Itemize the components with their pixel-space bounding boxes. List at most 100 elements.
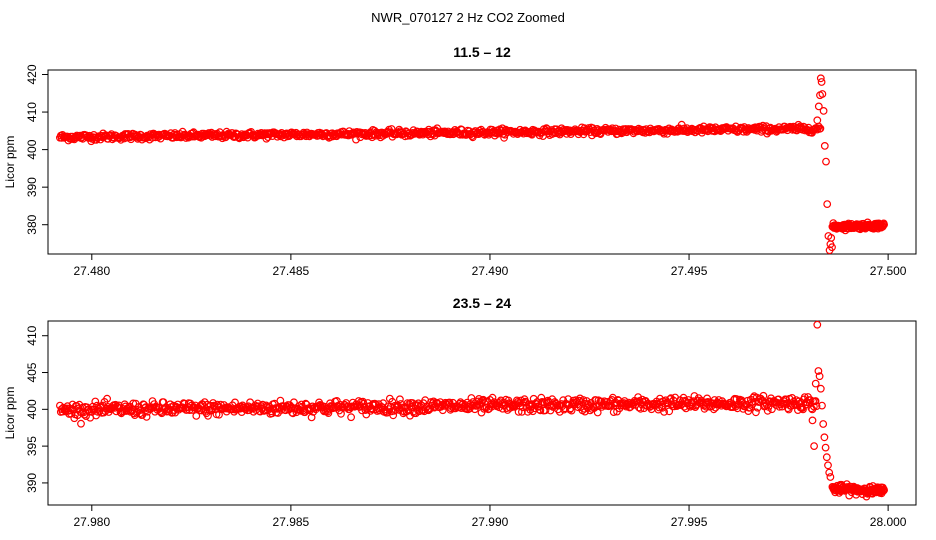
panel-1-x-axis: 27.480 27.485 27.490 27.495 27.500 <box>73 253 907 278</box>
y-tick-label: 405 <box>25 362 39 382</box>
panel-1: 11.5 – 12 Licor ppm 27.480 27.485 27.490 27… <box>3 44 917 278</box>
panel-2: 23.5 – 24 Licor ppm 27.980 27.985 27.990 27… <box>3 295 917 529</box>
panel-2-points <box>56 320 888 501</box>
y-tick-label: 410 <box>25 325 39 345</box>
data-point <box>821 443 830 452</box>
data-point <box>400 407 409 416</box>
data-point <box>666 395 674 404</box>
x-tick-label: 28.000 <box>870 515 907 529</box>
data-point <box>810 442 818 451</box>
data-point <box>347 413 356 422</box>
data-point <box>307 413 316 422</box>
data-point <box>533 398 541 406</box>
data-point <box>880 486 888 495</box>
data-point <box>880 220 888 229</box>
data-point <box>816 124 825 133</box>
data-point <box>276 396 285 405</box>
data-point <box>566 405 574 414</box>
y-tick-label: 390 <box>25 473 39 493</box>
data-point <box>91 397 100 406</box>
panel-1-points <box>56 74 888 255</box>
figure-title: NWR_070127 2 Hz CO2 Zoomed <box>371 10 565 25</box>
data-point <box>811 397 820 405</box>
data-point <box>827 233 836 242</box>
data-point <box>823 200 832 209</box>
data-point <box>752 408 760 417</box>
data-point <box>818 90 827 98</box>
data-point <box>826 473 835 481</box>
data-point <box>200 398 209 407</box>
panel-1-y-axis-label: Licor ppm <box>3 136 17 189</box>
data-point <box>634 393 642 402</box>
data-point <box>536 406 545 415</box>
data-point <box>759 391 768 400</box>
data-point <box>820 433 829 442</box>
data-point <box>636 404 645 413</box>
data-point <box>763 406 772 415</box>
y-tick-label: 400 <box>25 399 39 419</box>
data-point <box>564 395 573 404</box>
data-point <box>813 320 822 329</box>
data-point <box>172 403 181 412</box>
data-point <box>820 141 829 150</box>
panel-2-y-axis-label: Licor ppm <box>3 387 17 440</box>
x-tick-label: 27.990 <box>472 515 509 529</box>
data-point <box>811 379 820 388</box>
data-point <box>103 394 111 403</box>
data-point <box>609 408 618 417</box>
data-point <box>577 398 586 407</box>
data-point <box>817 78 826 86</box>
data-point <box>660 408 668 416</box>
data-point <box>512 400 520 409</box>
data-point <box>594 126 603 135</box>
y-tick-label: 395 <box>25 436 39 456</box>
x-tick-label: 27.480 <box>73 264 110 278</box>
data-point <box>788 394 796 402</box>
data-point <box>324 409 333 418</box>
data-point <box>816 384 825 393</box>
data-point <box>396 395 404 404</box>
data-point <box>541 406 550 415</box>
data-point <box>500 133 509 142</box>
data-point <box>702 402 711 411</box>
data-point <box>129 399 138 408</box>
x-tick-label: 27.985 <box>273 515 310 529</box>
data-point <box>309 408 318 416</box>
data-point <box>828 243 836 252</box>
data-point <box>812 402 821 411</box>
panel-1-y-axis: 380 390 400 410 420 <box>25 64 49 235</box>
data-point <box>819 420 828 428</box>
panel-1-title: 11.5 – 12 <box>453 44 511 60</box>
y-tick-label: 390 <box>25 177 39 197</box>
x-tick-label: 27.980 <box>73 515 110 529</box>
data-point <box>813 116 822 125</box>
data-point <box>192 412 201 420</box>
data-point <box>121 402 130 411</box>
data-point <box>518 408 526 416</box>
x-tick-label: 27.995 <box>671 515 708 529</box>
data-point <box>819 106 828 115</box>
data-point <box>408 399 417 407</box>
data-point <box>818 401 826 410</box>
data-point <box>593 408 602 417</box>
data-point <box>77 419 85 428</box>
data-point <box>824 461 832 470</box>
x-tick-label: 27.495 <box>671 264 708 278</box>
data-point <box>564 127 573 136</box>
data-point <box>814 102 823 111</box>
data-point <box>815 372 824 381</box>
y-tick-label: 420 <box>25 64 39 84</box>
data-point <box>567 406 576 415</box>
panel-2-y-axis: 390 395 400 405 410 <box>25 325 49 493</box>
x-tick-label: 27.500 <box>870 264 907 278</box>
panel-2-x-axis: 27.980 27.985 27.990 27.995 28.000 <box>73 504 907 529</box>
data-point <box>388 397 397 406</box>
data-point <box>142 413 151 421</box>
y-tick-label: 410 <box>25 102 39 122</box>
data-point <box>160 405 169 414</box>
y-tick-label: 380 <box>25 214 39 234</box>
data-point <box>808 416 817 425</box>
y-tick-label: 400 <box>25 139 39 159</box>
data-point <box>822 453 831 462</box>
